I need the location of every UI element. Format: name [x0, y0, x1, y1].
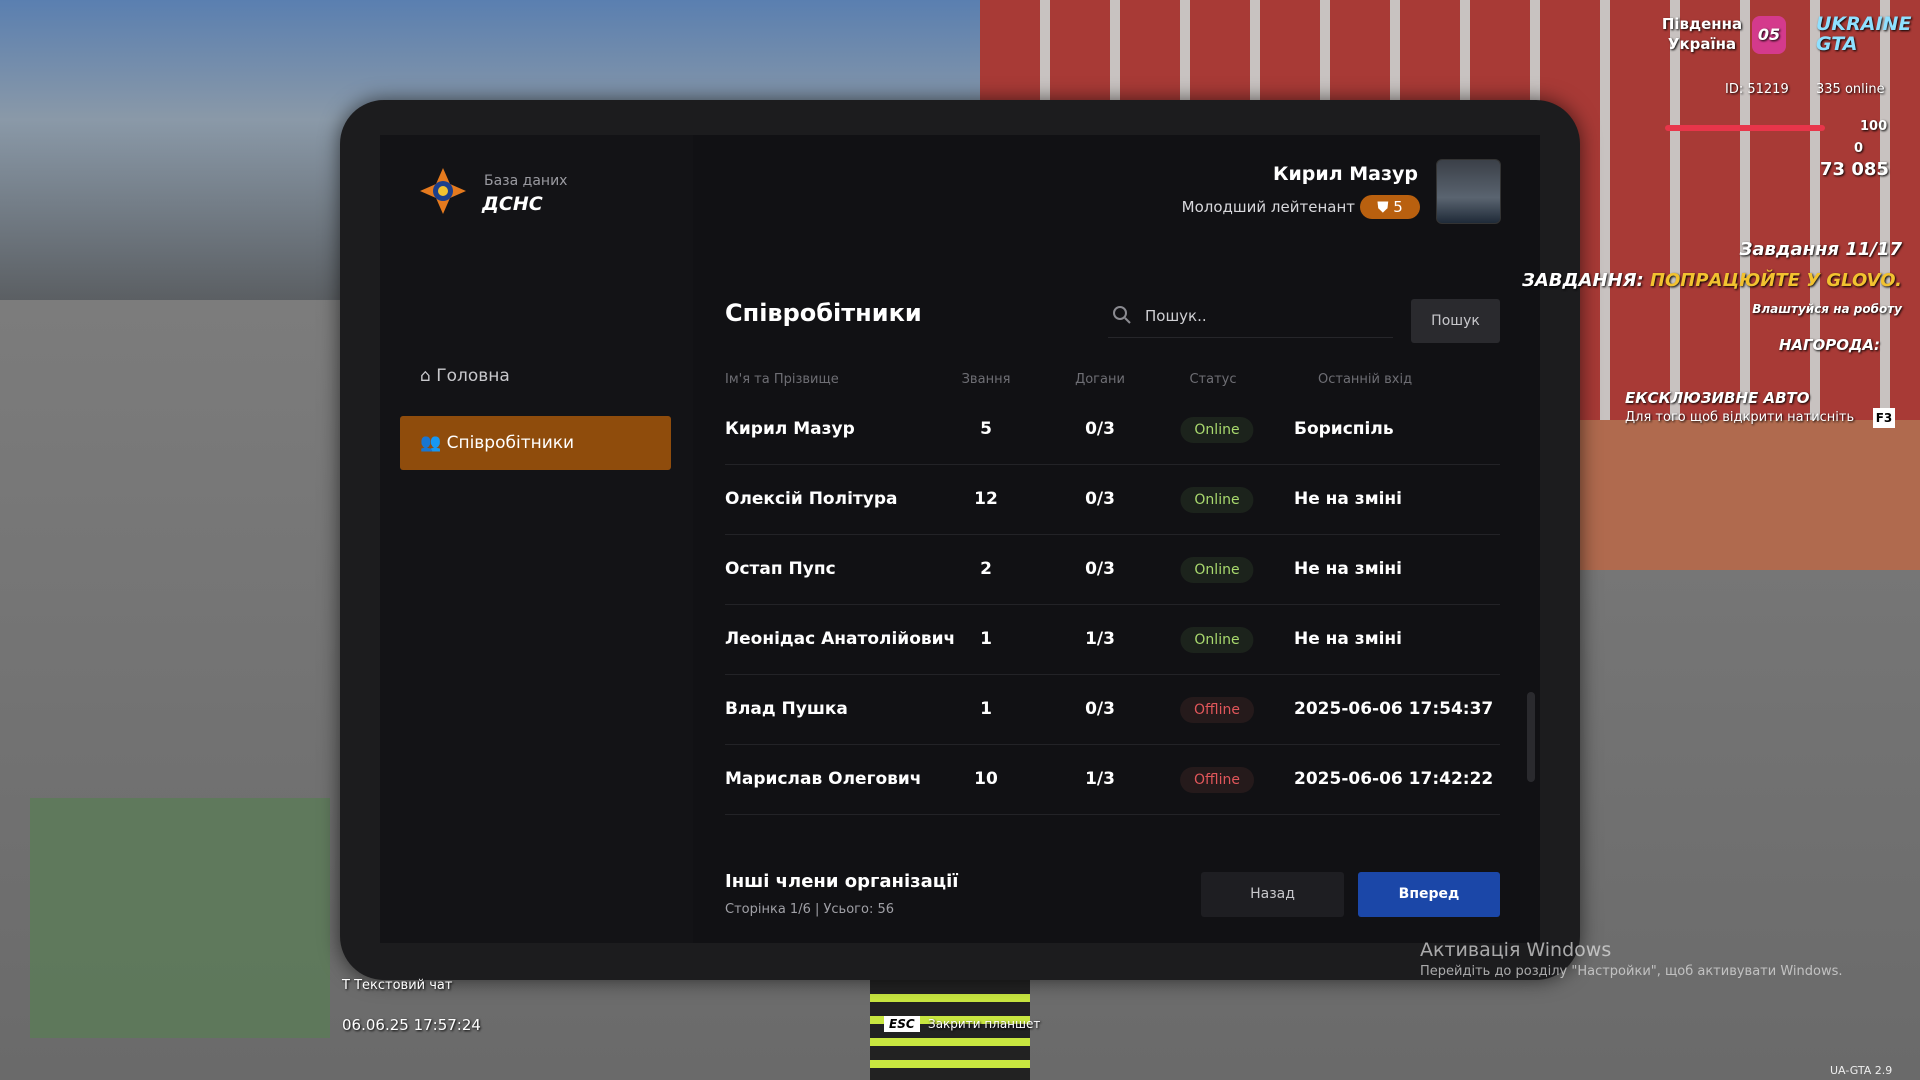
cell: 1/3 [1085, 629, 1115, 649]
column-header: Ім'я та Прізвище [725, 372, 839, 387]
avatar [1436, 159, 1501, 224]
chat[interactable]: T Текстовий чат [342, 978, 452, 993]
search-placeholder: Пошук.. [1145, 307, 1207, 325]
cell: 0/3 [1085, 559, 1115, 579]
version: UA-GTA 2.9 [1830, 1064, 1893, 1077]
row-divider [725, 534, 1500, 535]
hud-logo: UKRAINE GTA [1816, 13, 1912, 55]
hud-region-badge: 05 [1752, 16, 1786, 54]
tablet-screen [380, 135, 1540, 943]
footer-title: Інші члени організації [725, 871, 959, 892]
employee-name: Остап Пупс [725, 559, 836, 579]
cell: 10 [974, 769, 998, 789]
hud-region: Південна Україна [1661, 15, 1743, 53]
datetime: 06.06.25 17:57:24 [342, 1016, 481, 1034]
cell: 1 [980, 629, 992, 649]
user-rank: Молодший лейтенант [1181, 198, 1355, 216]
quest-label: ЗАВДАННЯ: [1522, 270, 1644, 291]
scrollbar[interactable] [1527, 692, 1535, 782]
quest-hint: Влаштуйся на роботу [1752, 302, 1902, 316]
cell: 12 [974, 489, 998, 509]
cell: Не на зміні [1294, 559, 1402, 579]
sidebar [380, 135, 693, 943]
employee-name: Леонідас Анатолійович [725, 629, 956, 649]
nav-label: Співробітники [446, 433, 575, 453]
logo-subtitle: База даних [484, 173, 568, 189]
cell: 2025-06-06 17:54:37 [1294, 699, 1494, 719]
column-header: Статус [1189, 372, 1237, 387]
next-button[interactable]: Вперед [1358, 872, 1500, 917]
status-pill: Offline [1180, 767, 1254, 793]
page-title: Співробітники [725, 299, 922, 327]
pagination: Сторінка 1/6 | Усього: 56 [725, 902, 895, 917]
logo-title: ДСНС [482, 193, 543, 215]
scene-wall [1580, 420, 1920, 570]
cell: 2 [980, 559, 992, 579]
chat-key: T [342, 978, 350, 993]
cell: 5 [980, 419, 992, 439]
row-divider [725, 604, 1500, 605]
search-input[interactable] [1108, 300, 1393, 338]
status-pill: Online [1180, 487, 1254, 513]
windows-text: Перейдіть до розділу "Настройки", щоб ак… [1420, 964, 1843, 979]
quest: ЗАВДАННЯ: ПОПРАЦЮЙТЕ У GLOVO. [1522, 270, 1902, 291]
nav-label-active: 👥 Співробітники [420, 433, 574, 453]
nav-icon: ⌂ [420, 366, 437, 386]
column-header: Останній вхід [1318, 372, 1413, 387]
nav-label: Головна [436, 366, 510, 386]
search-icon [1113, 306, 1131, 324]
cell: 1 [980, 699, 992, 719]
promo-key: F3 [1873, 408, 1895, 428]
user-name: Кирил Мазур [1272, 163, 1418, 185]
row-divider [725, 674, 1500, 675]
employee-name: Кирил Мазур [725, 419, 855, 439]
health-bar [1665, 125, 1825, 131]
chat-label: Текстовий чат [354, 978, 453, 993]
promo-text: Для того щоб відкрити натисніть [1625, 410, 1855, 425]
user-level: ⛊ 5 [1360, 195, 1420, 219]
user-level-value: 5 [1393, 198, 1403, 216]
nav-item[interactable]: ⌂ Головна [420, 366, 510, 386]
hud-online: 335 online [1816, 82, 1885, 97]
esc-key: ESC [884, 1016, 920, 1032]
hud-armor: 0 [1854, 141, 1864, 156]
minimap [30, 798, 330, 1038]
cell: Бориспіль [1294, 419, 1394, 439]
hud-id: ID: 51219 [1725, 82, 1789, 97]
cell: 0/3 [1085, 699, 1115, 719]
windows-title: Активація Windows [1420, 939, 1612, 961]
hud-health: 100 [1860, 119, 1888, 134]
employee-name: Марислав Олегович [725, 769, 922, 789]
cell: 0/3 [1085, 489, 1115, 509]
cell: 2025-06-06 17:42:22 [1294, 769, 1494, 789]
employee-name: Влад Пушка [725, 699, 848, 719]
esc-text: Закрити планшет [928, 1017, 1041, 1031]
status-pill: Online [1180, 627, 1254, 653]
cell: Не на зміні [1294, 629, 1402, 649]
employee-name: Олексій Політура [725, 489, 898, 509]
nav-active[interactable] [400, 416, 671, 470]
cell: 0/3 [1085, 419, 1115, 439]
hud-money: 73 085 [1820, 159, 1889, 180]
shield: ⛊ [1377, 198, 1394, 216]
column-header: Догани [1075, 372, 1125, 387]
cell: 1/3 [1085, 769, 1115, 789]
status-pill: Online [1180, 557, 1254, 583]
status-pill: Online [1180, 417, 1254, 443]
row-divider [725, 744, 1500, 745]
status-pill: Offline [1180, 697, 1254, 723]
nav-icon: 👥 [420, 433, 447, 453]
row-divider [725, 464, 1500, 465]
search-button[interactable]: Пошук [1411, 299, 1500, 343]
reward: НАГОРОДА: [1778, 336, 1880, 354]
cell: Не на зміні [1294, 489, 1402, 509]
row-divider [725, 814, 1500, 815]
promo-title: ЕКСКЛЮЗИВНЕ АВТО [1625, 389, 1810, 407]
column-header: Звання [961, 372, 1011, 387]
dsns-logo [420, 168, 466, 214]
quest-count: Завдання 11/17 [1739, 239, 1902, 260]
quest-text: ПОПРАЦЮЙТЕ У GLOVO. [1649, 270, 1902, 291]
back-button[interactable]: Назад [1201, 872, 1344, 917]
